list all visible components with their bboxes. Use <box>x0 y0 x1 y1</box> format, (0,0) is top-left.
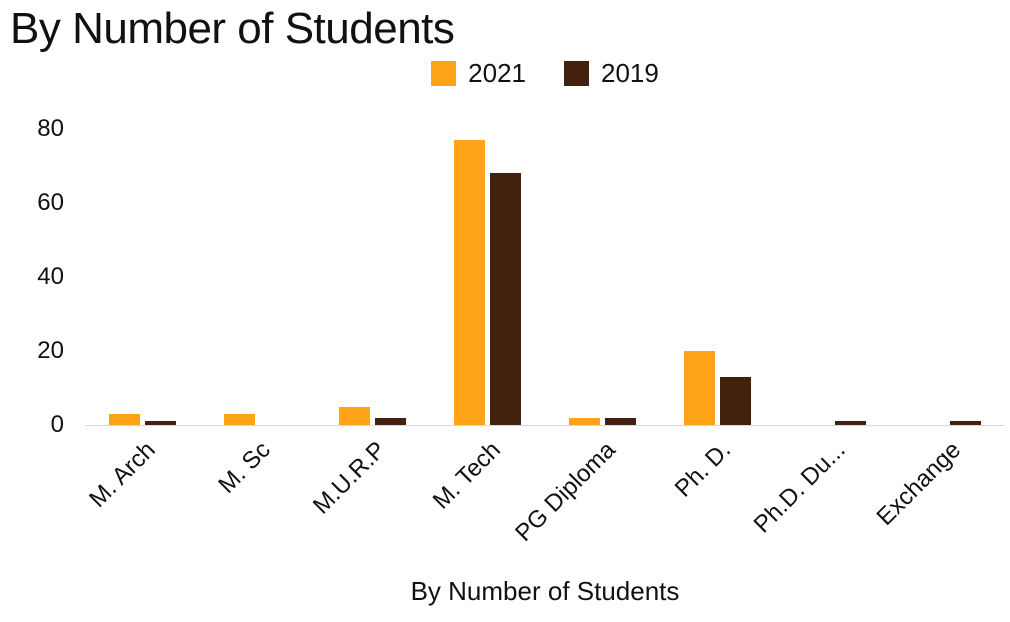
legend-item-2021: 2021 <box>431 58 526 89</box>
bar-2019 <box>605 417 636 425</box>
plot-area: M. Arch M. Sc M.U.R.P M. Tech PG Diploma Ph. … <box>84 129 1005 547</box>
y-tick-label: 80 <box>37 115 64 142</box>
y-tick-label: 20 <box>37 337 64 364</box>
bar-2019 <box>375 417 406 425</box>
bar-2019 <box>145 421 176 425</box>
x-axis-title: By Number of Students <box>410 576 680 606</box>
x-tick-label: M. Arch <box>84 436 161 513</box>
legend-label-2019: 2019 <box>601 58 659 88</box>
category-group: M. Arch <box>84 129 200 513</box>
bar-2021 <box>339 406 370 425</box>
y-tick-label: 40 <box>37 263 64 290</box>
bar-2021 <box>224 413 255 425</box>
x-tick-label: M.U.R.P <box>307 436 391 520</box>
y-axis: 0 20 40 60 80 <box>0 115 64 438</box>
legend-swatch-2021 <box>431 61 457 86</box>
bar-pair <box>109 129 176 425</box>
bar-2021 <box>109 413 140 425</box>
category-group: Exchange <box>871 129 1005 531</box>
category-group: PG Diploma <box>510 129 660 547</box>
x-tick-label: M. Tech <box>427 436 506 515</box>
bar-pair <box>339 129 406 425</box>
bar-pair <box>454 129 521 425</box>
bar-2019 <box>835 421 866 425</box>
legend-item-2019: 2019 <box>564 58 659 89</box>
bar-2019 <box>950 421 981 425</box>
legend-label-2021: 2021 <box>468 58 526 88</box>
bar-pair <box>799 129 866 425</box>
bar-pair <box>224 129 291 425</box>
bar-pair <box>569 129 636 425</box>
x-tick-label: M. Sc <box>213 436 276 499</box>
chart-title: By Number of Students <box>10 4 455 53</box>
bar-2021 <box>684 351 715 425</box>
bar-2021 <box>569 417 600 425</box>
x-tick-label: PG Diploma <box>510 436 621 547</box>
x-tick-label: Ph.D. Du... <box>748 436 851 539</box>
x-tick-label: Exchange <box>871 436 966 531</box>
bar-pair <box>914 129 981 425</box>
bar-2019 <box>490 173 521 425</box>
category-group: Ph. D. <box>660 129 775 503</box>
bar-pair <box>684 129 751 425</box>
legend-swatch-2019 <box>564 61 589 86</box>
x-tick-label: Ph. D. <box>669 436 736 503</box>
category-group: Ph.D. Du... <box>749 129 890 538</box>
category-group: M. Sc <box>200 129 315 499</box>
category-group: M. Tech <box>428 129 545 514</box>
bar-2021 <box>454 140 485 425</box>
bar-2019 <box>720 376 751 425</box>
y-tick-label: 60 <box>37 189 64 216</box>
legend: 2021 2019 <box>85 58 1005 89</box>
y-tick-label: 0 <box>50 411 64 438</box>
category-group: M.U.R.P <box>308 129 430 519</box>
